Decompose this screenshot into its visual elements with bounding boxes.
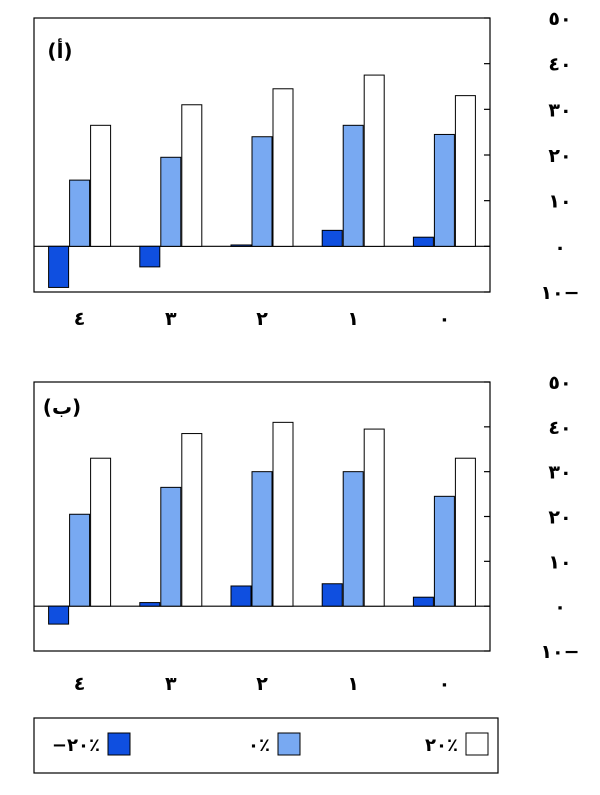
- bar: [433, 495, 455, 607]
- x-tick-label: ١: [347, 308, 359, 330]
- bar: [321, 229, 343, 247]
- legend-swatch: [277, 732, 301, 756]
- y-tick-label: ١٠: [548, 551, 571, 573]
- legend-label: ٢٠٪: [425, 735, 458, 756]
- x-tick-label: ٣: [165, 308, 177, 330]
- legend-label: −٢٠٪: [52, 735, 100, 756]
- bar: [90, 457, 112, 607]
- bar: [272, 421, 294, 607]
- legend: −٢٠٪ ٠٪ ٢٠٪: [33, 717, 499, 774]
- y-tick-label: ٤٠: [548, 417, 571, 439]
- y-tick-label: ٥٠: [548, 372, 571, 394]
- bar: [69, 513, 91, 607]
- legend-swatch: [107, 732, 131, 756]
- bar: [230, 585, 252, 607]
- y-tick-label: ١٠−: [540, 282, 579, 304]
- bar: [139, 245, 161, 268]
- bar: [412, 236, 434, 247]
- bar: [342, 471, 364, 607]
- bar: [363, 428, 385, 607]
- bar: [363, 74, 385, 247]
- bar: [160, 486, 182, 607]
- bar: [342, 124, 364, 247]
- panel-label: (أ): [47, 37, 72, 63]
- x-tick-label: ٣: [165, 673, 177, 695]
- y-tick-label: ٢٠: [548, 145, 571, 167]
- y-tick-label: ٣٠: [548, 462, 571, 484]
- bar: [139, 602, 161, 607]
- x-tick-label: ٢: [256, 308, 268, 330]
- bar: [321, 583, 343, 607]
- bar: [181, 104, 203, 247]
- legend-frame: [33, 717, 499, 774]
- x-tick-label: ٤: [74, 308, 86, 330]
- y-tick-label: ٤٠: [548, 54, 571, 76]
- bar: [251, 471, 273, 607]
- x-tick-label: ٤: [74, 673, 86, 695]
- bar: [181, 433, 203, 607]
- bar: [412, 596, 434, 607]
- legend-label: ٠٪: [248, 735, 270, 756]
- legend-swatch: [465, 732, 489, 756]
- bar: [160, 156, 182, 247]
- y-tick-label: ١٠−: [540, 641, 579, 663]
- x-tick-label: ٠: [439, 673, 451, 695]
- x-tick-label: ٠: [439, 308, 451, 330]
- bar: [433, 133, 455, 247]
- bar: [272, 88, 294, 247]
- y-tick-label: ٥٠: [548, 8, 571, 30]
- bar: [90, 124, 112, 247]
- bar: [454, 457, 476, 607]
- x-tick-label: ١: [347, 673, 359, 695]
- panel-label: (ب): [43, 395, 81, 419]
- bar: [69, 179, 91, 247]
- x-tick-label: ٢: [256, 673, 268, 695]
- bar: [251, 136, 273, 247]
- bar: [454, 95, 476, 247]
- y-tick-label: ٢٠: [548, 507, 571, 529]
- y-tick-label: ٠: [554, 236, 566, 258]
- bar: [230, 244, 252, 247]
- bar: [48, 605, 70, 625]
- y-tick-label: ٣٠: [548, 99, 571, 121]
- y-tick-label: ١٠: [548, 191, 571, 213]
- bar: [48, 245, 70, 288]
- y-tick-label: ٠: [554, 596, 566, 618]
